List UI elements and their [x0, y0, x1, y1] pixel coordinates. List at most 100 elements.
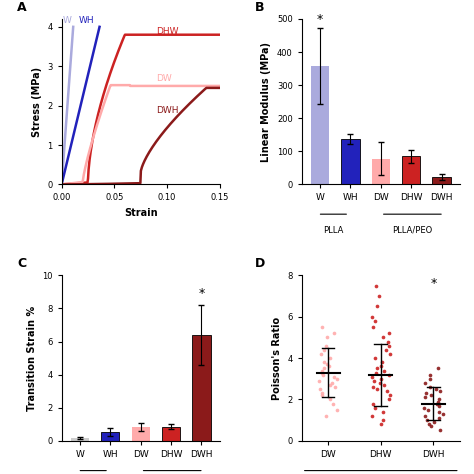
Point	[434, 398, 442, 405]
Point	[333, 406, 340, 414]
Point	[370, 377, 377, 384]
Point	[320, 358, 328, 366]
Point	[422, 390, 430, 397]
Bar	[402, 156, 420, 184]
Point	[385, 371, 392, 378]
Point	[328, 379, 336, 387]
Point	[375, 292, 383, 300]
Point	[319, 323, 326, 331]
Point	[319, 367, 326, 374]
Point	[316, 385, 324, 393]
Point	[421, 379, 429, 387]
Point	[377, 420, 385, 428]
Point	[434, 400, 441, 407]
Bar	[341, 139, 359, 184]
Point	[430, 419, 438, 426]
Point	[374, 365, 381, 372]
Point	[320, 346, 328, 354]
Point	[368, 313, 376, 320]
Point	[319, 371, 327, 378]
Bar	[311, 66, 329, 184]
Text: *: *	[317, 13, 323, 26]
Point	[371, 354, 379, 362]
Point	[379, 408, 387, 416]
Point	[318, 369, 326, 376]
X-axis label: Strain: Strain	[124, 208, 157, 218]
Point	[439, 410, 447, 418]
Point	[420, 404, 428, 411]
Text: PLLA/PEO: PLLA/PEO	[392, 226, 432, 235]
Bar	[162, 427, 180, 441]
Point	[381, 381, 388, 389]
Point	[325, 363, 332, 370]
Text: W: W	[63, 16, 72, 25]
Bar	[131, 427, 150, 441]
Text: D: D	[255, 257, 264, 270]
Point	[322, 342, 329, 349]
Point	[423, 416, 430, 424]
Point	[378, 358, 385, 366]
Point	[386, 350, 393, 358]
Point	[320, 365, 328, 372]
Text: DHW: DHW	[156, 27, 179, 36]
Point	[382, 346, 390, 354]
Point	[426, 371, 434, 378]
Point	[373, 369, 380, 376]
Point	[435, 396, 442, 403]
Text: DW: DW	[156, 74, 172, 83]
Point	[383, 387, 391, 395]
Point	[436, 402, 443, 410]
Point	[323, 361, 331, 368]
Point	[329, 400, 337, 407]
Point	[384, 338, 392, 346]
Text: C: C	[18, 257, 27, 270]
Point	[326, 381, 334, 389]
Point	[315, 377, 323, 384]
Text: A: A	[18, 0, 27, 14]
Point	[426, 375, 434, 383]
Point	[427, 422, 435, 430]
Text: *: *	[198, 287, 204, 300]
Point	[376, 379, 383, 387]
Bar	[101, 432, 119, 441]
Point	[327, 354, 334, 362]
Text: B: B	[255, 0, 264, 14]
Bar	[71, 438, 89, 441]
Point	[379, 334, 386, 341]
Bar	[192, 335, 210, 441]
Point	[369, 400, 376, 407]
Point	[326, 396, 334, 403]
Point	[373, 282, 380, 290]
Point	[374, 385, 381, 393]
Point	[436, 414, 443, 422]
Point	[434, 365, 442, 372]
Point	[369, 323, 377, 331]
Point	[368, 373, 376, 381]
Point	[385, 396, 393, 403]
Text: DWH: DWH	[156, 107, 179, 116]
Point	[323, 334, 331, 341]
Point	[421, 393, 429, 401]
Point	[322, 412, 329, 420]
Point	[426, 420, 433, 428]
Point	[371, 404, 378, 411]
Point	[318, 350, 325, 358]
Point	[435, 408, 442, 416]
Point	[331, 373, 338, 381]
Point	[368, 412, 376, 420]
Point	[424, 406, 431, 414]
Point	[385, 329, 392, 337]
Point	[385, 342, 393, 349]
Y-axis label: Stress (MPa): Stress (MPa)	[32, 67, 42, 137]
Bar	[432, 177, 451, 184]
Point	[427, 392, 435, 399]
Y-axis label: Transition Strain %: Transition Strain %	[27, 306, 36, 410]
Point	[318, 392, 325, 399]
Point	[369, 383, 377, 391]
Bar	[372, 159, 390, 184]
Y-axis label: Linear Modulus (MPa): Linear Modulus (MPa)	[261, 42, 271, 162]
Point	[386, 392, 393, 399]
Point	[377, 363, 385, 370]
Point	[427, 383, 434, 391]
Text: PLLA: PLLA	[323, 226, 344, 235]
